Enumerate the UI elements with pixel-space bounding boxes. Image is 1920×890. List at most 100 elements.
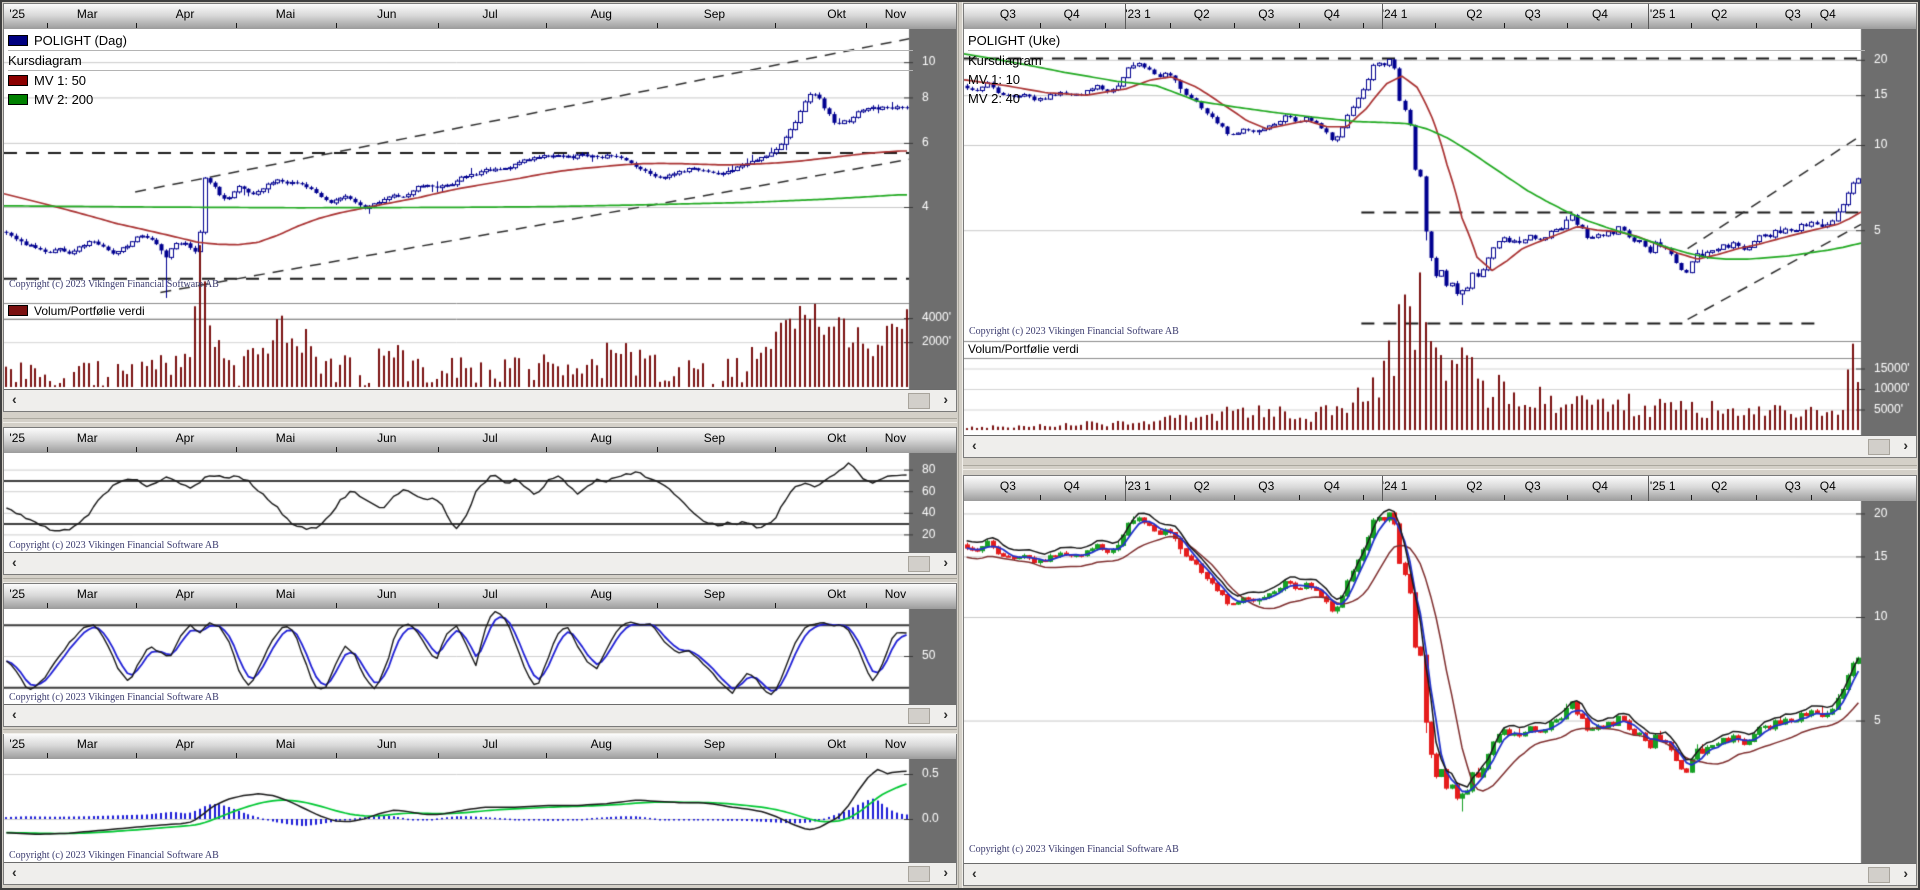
timeline-tick bbox=[865, 447, 867, 452]
timeline-tick bbox=[438, 603, 440, 608]
scroll-thumb[interactable] bbox=[908, 708, 930, 724]
timeline-label: Mai bbox=[275, 737, 296, 751]
timeline-tick bbox=[546, 23, 548, 28]
charttype-label: Kursdiagram bbox=[968, 53, 1042, 68]
timeline-year-separator bbox=[1382, 476, 1383, 501]
scroll-right-icon[interactable]: › bbox=[943, 554, 948, 570]
scrollbar-daily-price[interactable]: ‹ › bbox=[4, 389, 956, 411]
daily-macd-chart-canvas[interactable] bbox=[4, 759, 956, 864]
timeline-label: '23 1 bbox=[1125, 7, 1151, 21]
timeline-label: Aug bbox=[590, 7, 612, 21]
scroll-thumb[interactable] bbox=[908, 393, 930, 409]
scroll-right-icon[interactable]: › bbox=[943, 864, 948, 880]
legend-row-ma1: MV 1: 50 bbox=[8, 71, 913, 90]
scroll-left-icon[interactable]: ‹ bbox=[12, 706, 17, 722]
timeline-tick bbox=[1566, 495, 1568, 500]
timeline-label: Nov bbox=[884, 7, 907, 21]
timeline-year-separator bbox=[1382, 4, 1383, 29]
scroll-left-icon[interactable]: ‹ bbox=[12, 391, 17, 407]
chart-daily-macd: Copyright (c) 2023 Vikingen Financial So… bbox=[4, 759, 956, 864]
timeline-label: Q2 bbox=[1711, 479, 1728, 493]
timeline-tick bbox=[235, 603, 237, 608]
timeline-tick bbox=[1756, 495, 1758, 500]
scroll-left-icon[interactable]: ‹ bbox=[972, 437, 977, 453]
timeline-label: '25 bbox=[9, 737, 26, 751]
scroll-thumb[interactable] bbox=[908, 556, 930, 572]
timeline-tick bbox=[336, 447, 338, 452]
scroll-left-icon[interactable]: ‹ bbox=[12, 864, 17, 880]
timeline-daily-price: '25 Mar Apr Mai Jun Jul Aug Sep Okt Nov bbox=[4, 4, 956, 30]
timeline-tick bbox=[1810, 23, 1812, 28]
scrollbar-daily-macd[interactable]: ‹ › bbox=[4, 862, 956, 884]
timeline-label: Aug bbox=[590, 431, 612, 445]
daily-stochastic-chart-canvas[interactable] bbox=[4, 609, 956, 706]
timeline-tick bbox=[336, 753, 338, 758]
panel-divider bbox=[3, 418, 957, 423]
timeline-label: Q2 bbox=[1193, 7, 1210, 21]
timeline-tick bbox=[136, 753, 138, 758]
scroll-right-icon[interactable]: › bbox=[943, 706, 948, 722]
timeline-tick bbox=[136, 603, 138, 608]
timeline-tick bbox=[1104, 495, 1106, 500]
weekly-model-chart-canvas[interactable] bbox=[964, 501, 1916, 864]
timeline-label: Sep bbox=[703, 737, 726, 751]
timeline-label: Mar bbox=[76, 431, 98, 445]
timeline-label: Mai bbox=[275, 587, 296, 601]
timeline-tick bbox=[1810, 495, 1812, 500]
timeline-label: Q2 bbox=[1711, 7, 1728, 21]
timeline-daily-macd: '25 Mar Apr Mai Jun Jul Aug Sep Okt Nov bbox=[4, 734, 956, 760]
scrollbar-weekly-price[interactable]: ‹ › bbox=[964, 435, 1916, 457]
timeline-label: Q4 bbox=[1323, 479, 1340, 493]
daily-rsi-chart-canvas[interactable] bbox=[4, 453, 956, 554]
ma2-label: MV 2: 40 bbox=[968, 91, 1021, 106]
scroll-left-icon[interactable]: ‹ bbox=[972, 865, 977, 881]
timeline-tick bbox=[1104, 23, 1106, 28]
timeline-label: Mar bbox=[76, 7, 98, 21]
scrollbar-daily-stochastic[interactable]: ‹ › bbox=[4, 704, 956, 726]
timeline-tick bbox=[657, 447, 659, 452]
timeline-label: '25 bbox=[9, 431, 26, 445]
timeline-label: Jun bbox=[377, 587, 397, 601]
timeline-tick bbox=[1363, 495, 1365, 500]
panel-daily-macd: '25 Mar Apr Mai Jun Jul Aug Sep Okt Nov Copyright… bbox=[3, 733, 957, 885]
timeline-tick bbox=[775, 447, 777, 452]
panel-weekly-model: Q3 Q4 '23 1 Q2 Q3 Q4 '24 1 Q2 Q3 Q4 '25 1 Q2 Q3 Q4 Co… bbox=[963, 475, 1917, 886]
chart-daily-stochastic: Copyright (c) 2023 Vikingen Financial So… bbox=[4, 609, 956, 706]
legend-row-ma1: MV 1: 10 bbox=[968, 70, 1865, 89]
copyright-notice: Copyright (c) 2023 Vikingen Financial So… bbox=[9, 279, 219, 290]
timeline-label: '25 1 bbox=[1649, 7, 1676, 21]
timeline-label: Nov bbox=[884, 737, 907, 751]
scroll-right-icon[interactable]: › bbox=[1903, 865, 1908, 881]
scroll-thumb[interactable] bbox=[908, 866, 930, 882]
timeline-label: Aug bbox=[590, 587, 612, 601]
timeline-label: Mar bbox=[76, 587, 98, 601]
timeline-label: Apr bbox=[175, 587, 195, 601]
ma2-swatch-icon bbox=[8, 94, 28, 105]
legend-row-charttype: Kursdiagram bbox=[968, 51, 1865, 70]
timeline-tick bbox=[1170, 23, 1172, 28]
timeline-tick bbox=[546, 603, 548, 608]
timeline-tick bbox=[1040, 495, 1042, 500]
scroll-thumb[interactable] bbox=[1868, 439, 1890, 455]
timeline-label: Mai bbox=[275, 7, 296, 21]
legend-row-ma2: MV 2: 40 bbox=[968, 89, 1865, 108]
scroll-right-icon[interactable]: › bbox=[943, 391, 948, 407]
scroll-right-icon[interactable]: › bbox=[1903, 437, 1908, 453]
scroll-left-icon[interactable]: ‹ bbox=[12, 554, 17, 570]
timeline-label: Okt bbox=[827, 737, 846, 751]
timeline-label: Jul bbox=[482, 587, 498, 601]
timeline-tick bbox=[1566, 23, 1568, 28]
daily-price-chart-canvas[interactable] bbox=[4, 29, 956, 390]
timeline-daily-rsi: '25 Mar Apr Mai Jun Jul Aug Sep Okt Nov bbox=[4, 428, 956, 454]
timeline-tick bbox=[136, 23, 138, 28]
panel-daily-stochastic: '25 Mar Apr Mai Jun Jul Aug Sep Okt Nov Copyright… bbox=[3, 583, 957, 727]
scrollbar-daily-rsi[interactable]: ‹ › bbox=[4, 552, 956, 574]
timeline-label: Sep bbox=[703, 431, 726, 445]
scroll-thumb[interactable] bbox=[1868, 867, 1890, 883]
timeline-label: '25 bbox=[9, 587, 26, 601]
panel-daily-price: '25 Mar Apr Mai Jun Jul Aug Sep Okt Nov POLIGHT (… bbox=[3, 3, 957, 412]
weekly-price-chart-canvas[interactable] bbox=[964, 29, 1916, 435]
scrollbar-weekly-model[interactable]: ‹ › bbox=[964, 863, 1916, 885]
timeline-tick bbox=[1233, 23, 1235, 28]
timeline-label: Okt bbox=[827, 587, 846, 601]
